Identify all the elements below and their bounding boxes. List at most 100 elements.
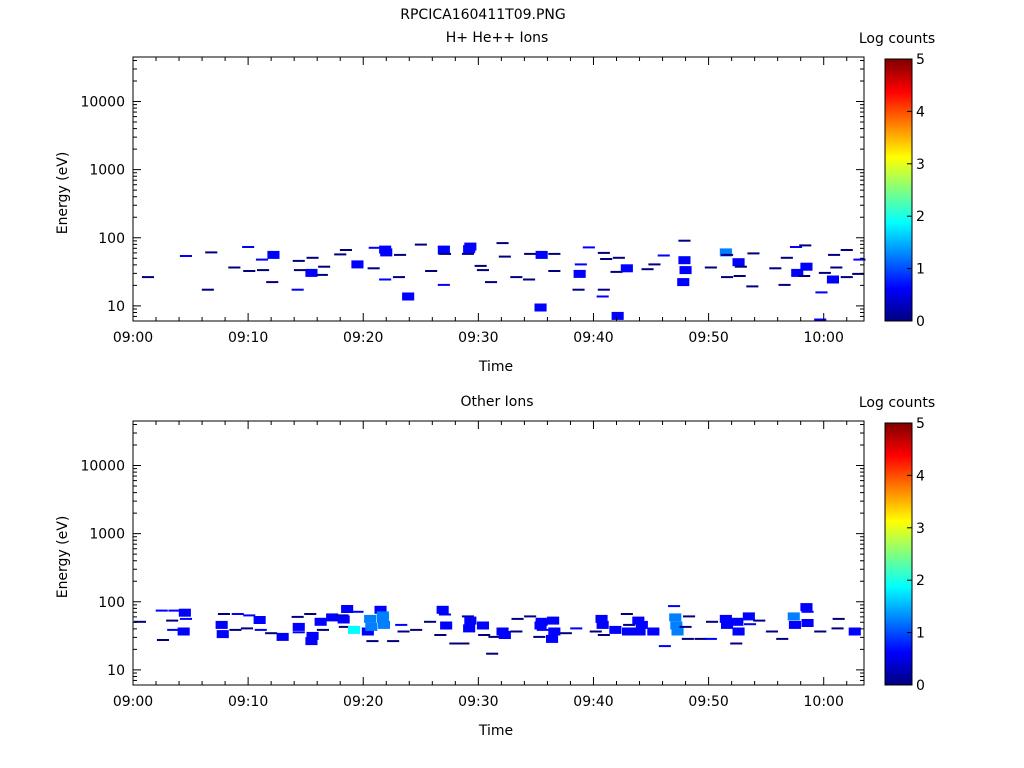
data-cell <box>257 269 270 272</box>
data-cell <box>305 268 318 277</box>
data-cell <box>410 628 423 631</box>
panel-title: H+ He++ Ions <box>446 30 549 46</box>
data-cell <box>314 617 327 626</box>
data-cell <box>361 627 374 636</box>
data-cell <box>425 270 438 272</box>
y-tick-label: 10000 <box>80 459 125 475</box>
data-cell <box>826 275 839 284</box>
data-cell <box>510 630 523 633</box>
colorbar-tick-label: 2 <box>916 573 925 589</box>
data-cell <box>167 628 180 631</box>
data-cell <box>753 619 766 622</box>
data-cell <box>334 253 347 256</box>
data-cell <box>742 612 755 621</box>
data-cell <box>559 632 572 635</box>
x-axis-label: Time <box>478 359 513 375</box>
data-cell <box>377 620 390 629</box>
panel-other-ions: Other Ions Energy (eV) Time Log counts 0… <box>55 394 935 739</box>
data-cell <box>791 268 804 277</box>
data-cell <box>215 620 228 629</box>
data-cell <box>293 269 306 272</box>
data-cell <box>679 266 692 275</box>
data-cell <box>253 616 266 624</box>
x-tick-label: 09:20 <box>343 330 383 346</box>
data-cell <box>304 613 317 615</box>
data-cell <box>326 613 339 622</box>
data-cell <box>392 276 405 279</box>
data-cell <box>414 243 427 246</box>
data-cell <box>623 623 636 626</box>
colorbar-tick-label: 5 <box>916 52 925 68</box>
data-cell <box>306 256 319 259</box>
data-cell <box>800 262 813 271</box>
x-tick-label: 09:00 <box>113 694 153 710</box>
data-cell <box>243 614 256 617</box>
data-cell <box>292 631 305 634</box>
data-cell <box>498 631 511 639</box>
data-cell <box>434 634 447 636</box>
data-cell <box>840 276 853 279</box>
data-cell <box>769 267 782 270</box>
data-cell <box>368 246 381 249</box>
data-cell <box>732 627 745 636</box>
data-cell <box>657 254 670 257</box>
data-cell <box>292 259 305 262</box>
colorbar-tick-label: 1 <box>916 626 925 642</box>
colorbar-gradient <box>884 58 913 322</box>
data-cell <box>486 652 499 655</box>
data-cell <box>535 250 548 259</box>
data-cell <box>635 620 648 629</box>
y-tick-label: 10 <box>107 663 125 679</box>
data-cell <box>424 620 437 623</box>
data-cell <box>799 244 812 247</box>
x-ticks: 09:00 09:10 09:20 09:30 09:40 09:50 10:00 <box>113 57 848 346</box>
data-cell <box>243 270 256 272</box>
y-ticks: 10 100 1000 10000 <box>80 59 864 322</box>
data-cell <box>600 258 613 260</box>
data-cell <box>436 605 449 614</box>
panel-title: Other Ions <box>460 394 533 410</box>
data-cell <box>747 252 760 255</box>
data-cell <box>730 642 743 645</box>
data-cell <box>597 634 610 636</box>
data-cell <box>485 281 498 284</box>
x-ticks: 09:00 09:10 09:20 09:30 09:40 09:50 10:00 <box>113 421 848 710</box>
data-cell <box>229 628 242 631</box>
data-cell <box>457 642 470 645</box>
data-cell <box>141 276 154 279</box>
y-tick-label: 10 <box>107 299 125 315</box>
data-cell <box>596 620 609 629</box>
data-cell <box>133 620 146 623</box>
x-tick-label: 09:00 <box>113 330 153 346</box>
data-cell <box>648 263 661 266</box>
y-axis-label: Energy (eV) <box>55 516 71 599</box>
data-cell <box>658 645 671 648</box>
data-cell <box>524 252 537 255</box>
data-cell <box>498 255 511 258</box>
data-cell <box>291 615 304 618</box>
data-cell <box>306 631 319 640</box>
data-cell <box>597 251 610 254</box>
colorbar-tick-label: 4 <box>916 468 925 484</box>
colorbar-tick-label: 3 <box>916 157 925 173</box>
data-cell <box>647 627 660 636</box>
data-cell <box>276 632 289 641</box>
data-cell <box>402 292 415 301</box>
data-cell <box>776 637 789 640</box>
data-cell <box>397 630 410 633</box>
data-cell <box>679 625 692 628</box>
data-cell <box>681 637 694 640</box>
data-cell <box>510 276 523 279</box>
data-cell <box>548 252 561 255</box>
data-cell <box>853 258 866 261</box>
data-cell <box>831 627 844 630</box>
data-cell <box>570 627 583 630</box>
data-cell <box>365 622 378 631</box>
data-cell <box>338 625 351 628</box>
data-cell <box>633 627 646 636</box>
data-cell <box>438 252 451 255</box>
y-axis-label: Energy (eV) <box>55 152 71 235</box>
data-cell <box>670 621 683 630</box>
data-cell <box>476 621 489 630</box>
